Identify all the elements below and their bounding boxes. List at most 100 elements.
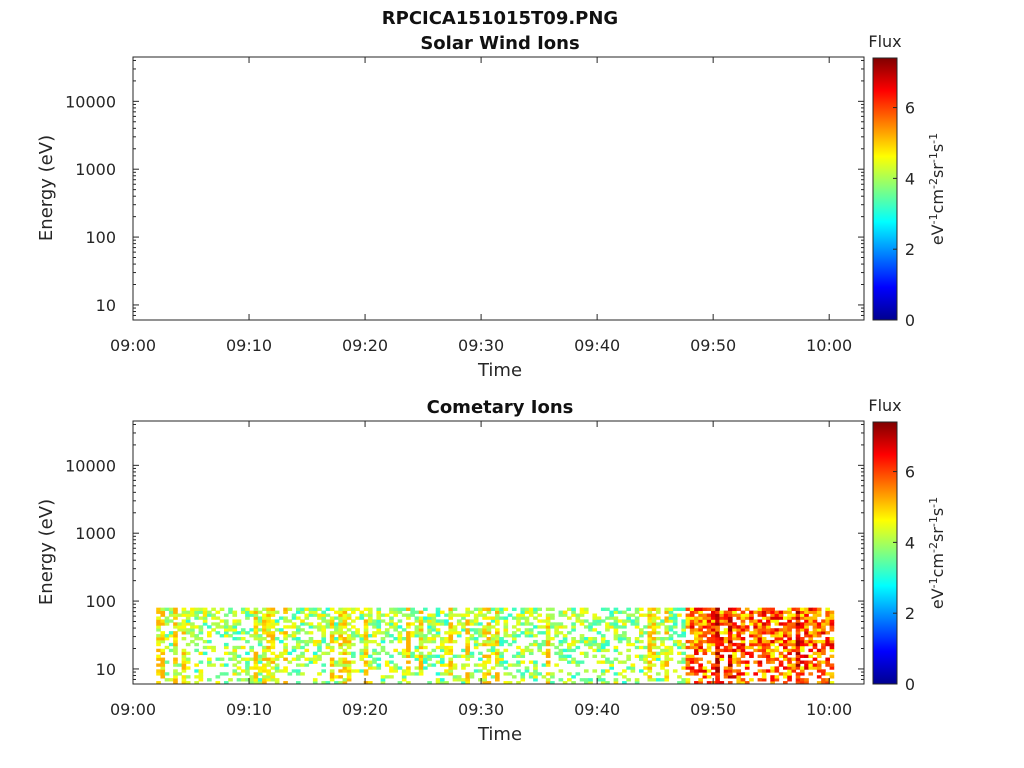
heatmap-cell xyxy=(804,613,809,617)
heatmap-cell xyxy=(723,648,729,653)
heatmap-cell xyxy=(787,648,792,653)
heatmap-cell xyxy=(274,666,280,670)
heatmap-cell xyxy=(613,616,619,620)
heatmap-cell xyxy=(774,645,780,650)
heatmap-cell xyxy=(435,660,441,664)
heatmap-cell xyxy=(300,639,305,644)
heatmap-cell xyxy=(160,639,166,644)
heatmap-cell xyxy=(787,625,792,629)
heatmap-cell xyxy=(253,651,259,656)
heatmap-cell xyxy=(384,634,390,638)
heatmap-cell xyxy=(545,660,551,664)
heatmap-cell xyxy=(727,663,733,667)
heatmap-cell xyxy=(478,613,483,617)
heatmap-cell xyxy=(363,625,369,629)
heatmap-cell xyxy=(393,613,399,617)
heatmap-cell xyxy=(160,657,166,661)
heatmap-cell xyxy=(783,642,788,647)
heatmap-cell xyxy=(452,607,458,611)
heatmap-cell xyxy=(617,639,623,644)
heatmap-cell xyxy=(706,660,712,664)
heatmap-cell xyxy=(757,607,763,611)
heatmap-cell xyxy=(334,681,339,684)
heatmap-cell xyxy=(173,622,178,626)
heatmap-cell xyxy=(579,651,585,656)
heatmap-cell xyxy=(346,678,352,682)
heatmap-cell xyxy=(465,678,471,682)
heatmap-cell xyxy=(664,654,670,658)
heatmap-cell xyxy=(270,642,276,647)
heatmap-cell xyxy=(511,607,517,611)
heatmap-cell xyxy=(461,654,466,658)
heatmap-cell xyxy=(427,628,432,632)
heatmap-cell xyxy=(236,660,242,664)
heatmap-cell xyxy=(749,645,754,650)
heatmap-cell xyxy=(274,669,280,673)
heatmap-cell xyxy=(253,654,259,658)
heatmap-cell xyxy=(753,619,758,623)
heatmap-cell xyxy=(181,648,187,653)
heatmap-cell xyxy=(698,663,703,667)
heatmap-cell xyxy=(160,610,166,614)
heatmap-cell xyxy=(431,654,437,658)
heatmap-cell xyxy=(715,663,720,667)
heatmap-cell xyxy=(270,657,276,661)
heatmap-cell xyxy=(160,634,166,638)
heatmap-cell xyxy=(393,648,399,653)
heatmap-cell xyxy=(317,645,322,650)
heatmap-cell xyxy=(435,672,441,676)
heatmap-cell xyxy=(397,637,403,641)
colorbar-unit-label: eV-1cm-2sr-1s-1 xyxy=(927,133,947,245)
heatmap-cell xyxy=(262,645,267,650)
heatmap-cell xyxy=(651,642,657,647)
heatmap-cell xyxy=(736,657,742,661)
heatmap-cell xyxy=(744,616,750,620)
panel-cometary: Cometary Ions 09:00 09:10 09:20 09:30 09:40 0… xyxy=(36,396,947,745)
heatmap-cell xyxy=(401,654,407,658)
heatmap-cell xyxy=(478,669,483,673)
heatmap-cell xyxy=(579,607,585,611)
heatmap-cell xyxy=(245,610,250,614)
heatmap-cell xyxy=(473,639,479,644)
heatmap-cell xyxy=(444,672,449,676)
heatmap-cell xyxy=(609,616,615,620)
heatmap-cell xyxy=(431,616,437,620)
heatmap-cell xyxy=(524,669,530,673)
heatmap-cell xyxy=(702,634,708,638)
heatmap-cell xyxy=(164,622,170,626)
heatmap-cell xyxy=(291,622,297,626)
heatmap-cell xyxy=(799,666,805,670)
heatmap-cell xyxy=(816,607,822,611)
x-axis-label-cometary: Time xyxy=(477,724,522,745)
heatmap-cell xyxy=(664,631,670,635)
heatmap-cell xyxy=(596,645,602,650)
heatmap-cell xyxy=(766,628,771,632)
panel-solar-wind: Solar Wind Ions 09:00 09:10 09:20 09:30 09:4… xyxy=(36,32,947,381)
heatmap-cell xyxy=(766,657,771,661)
heatmap-cell xyxy=(177,672,183,676)
heatmap-cell xyxy=(600,648,606,653)
heatmap-cell xyxy=(495,663,500,667)
y-tick-label: 10 xyxy=(96,296,116,315)
heatmap-cell xyxy=(406,607,411,611)
heatmap-cell xyxy=(808,634,814,638)
heatmap-cell xyxy=(719,610,725,614)
heatmap-cell xyxy=(711,631,716,635)
heatmap-cell xyxy=(689,657,695,661)
heatmap-cell xyxy=(427,657,432,661)
heatmap-cell xyxy=(655,651,661,656)
heatmap-cell xyxy=(736,645,742,650)
heatmap-cell xyxy=(363,607,369,611)
heatmap-cell xyxy=(689,631,695,635)
heatmap-cell xyxy=(736,637,742,641)
heatmap-cell xyxy=(448,663,454,667)
heatmap-cell xyxy=(423,645,428,650)
heatmap-cell xyxy=(253,616,259,620)
heatmap-cell xyxy=(342,637,348,641)
heatmap-cell xyxy=(262,675,267,679)
heatmap-cell xyxy=(270,651,276,656)
heatmap-cell xyxy=(600,669,606,673)
heatmap-cell xyxy=(744,672,750,676)
x-tick-label: 09:50 xyxy=(690,336,736,355)
heatmap-cell xyxy=(503,681,509,684)
